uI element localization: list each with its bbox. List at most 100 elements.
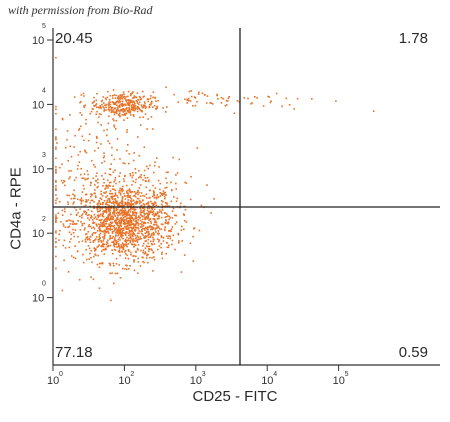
- data-point: [156, 196, 158, 198]
- data-point: [145, 240, 148, 242]
- data-point: [113, 264, 115, 267]
- data-point: [157, 179, 160, 182]
- data-point: [138, 107, 140, 110]
- data-point: [93, 217, 95, 220]
- data-point: [102, 185, 104, 187]
- data-point: [134, 168, 137, 170]
- data-point: [164, 202, 167, 204]
- data-point: [111, 228, 113, 231]
- data-point: [137, 249, 139, 251]
- data-point: [147, 201, 150, 203]
- data-point: [118, 175, 121, 177]
- data-point: [136, 108, 139, 110]
- data-point: [145, 257, 148, 259]
- data-point: [73, 194, 76, 197]
- data-point: [139, 205, 142, 208]
- data-point: [70, 238, 72, 240]
- data-point: [162, 107, 164, 109]
- data-point: [168, 205, 171, 207]
- data-point: [134, 181, 137, 184]
- data-point: [122, 244, 125, 246]
- data-point: [161, 206, 163, 209]
- data-point: [95, 113, 97, 116]
- data-point: [189, 242, 192, 245]
- data-point: [81, 135, 84, 138]
- data-point: [80, 221, 82, 223]
- data-point: [152, 106, 154, 108]
- data-point: [193, 227, 195, 230]
- x-tick-base: 10: [261, 375, 273, 387]
- data-point: [141, 232, 143, 235]
- data-point: [131, 97, 134, 99]
- data-point: [110, 299, 112, 302]
- data-point: [88, 247, 91, 250]
- data-point: [139, 219, 142, 222]
- data-point: [94, 189, 96, 191]
- data-point: [148, 248, 151, 250]
- data-point: [113, 188, 115, 191]
- data-point: [171, 226, 174, 228]
- data-point: [117, 196, 119, 199]
- data-point: [69, 114, 71, 116]
- data-point: [128, 220, 131, 223]
- data-point: [109, 106, 112, 108]
- data-point: [103, 129, 105, 132]
- data-point: [106, 96, 109, 99]
- data-point: [137, 99, 140, 101]
- data-point: [92, 177, 95, 180]
- data-point: [124, 226, 126, 228]
- data-point: [135, 226, 137, 229]
- data-point: [159, 182, 162, 185]
- data-point: [93, 228, 96, 230]
- data-point: [130, 205, 132, 207]
- data-point: [139, 265, 142, 267]
- data-point: [144, 180, 147, 182]
- data-point: [120, 219, 123, 221]
- data-point: [74, 223, 77, 225]
- data-point: [150, 228, 152, 231]
- data-point: [84, 201, 87, 203]
- data-point: [108, 184, 110, 187]
- data-point: [141, 226, 143, 228]
- data-point: [63, 259, 65, 262]
- data-point: [95, 236, 98, 238]
- data-point: [216, 94, 218, 97]
- data-point: [117, 100, 119, 102]
- data-point: [139, 213, 142, 216]
- data-point: [126, 213, 129, 216]
- data-point: [164, 197, 166, 200]
- data-point: [156, 212, 159, 215]
- data-point: [147, 214, 149, 217]
- data-point: [120, 109, 122, 111]
- data-point: [132, 180, 134, 183]
- data-point: [83, 210, 85, 213]
- data-point: [220, 96, 223, 99]
- data-point: [103, 243, 105, 246]
- data-point: [93, 192, 95, 195]
- quadrant-lower-right-value: 0.59: [398, 344, 428, 361]
- data-point: [125, 214, 128, 217]
- data-point: [108, 106, 110, 108]
- data-point: [85, 213, 87, 216]
- data-point: [132, 195, 135, 197]
- data-point: [144, 237, 146, 239]
- data-point: [161, 257, 164, 260]
- data-point: [167, 221, 170, 223]
- data-point: [154, 227, 157, 230]
- data-point: [119, 158, 121, 160]
- data-point: [115, 230, 118, 232]
- data-point: [161, 205, 164, 207]
- data-point: [95, 106, 98, 108]
- data-point: [107, 213, 110, 216]
- data-point: [98, 210, 101, 213]
- data-point: [136, 247, 139, 250]
- data-point: [89, 241, 92, 244]
- data-point: [90, 276, 92, 278]
- quadrant-upper-right-value: 1.78: [398, 30, 428, 47]
- data-point: [197, 93, 200, 95]
- data-point: [81, 114, 83, 116]
- data-point: [64, 247, 67, 249]
- data-point: [113, 111, 116, 113]
- data-point: [128, 213, 130, 216]
- data-point: [113, 107, 116, 110]
